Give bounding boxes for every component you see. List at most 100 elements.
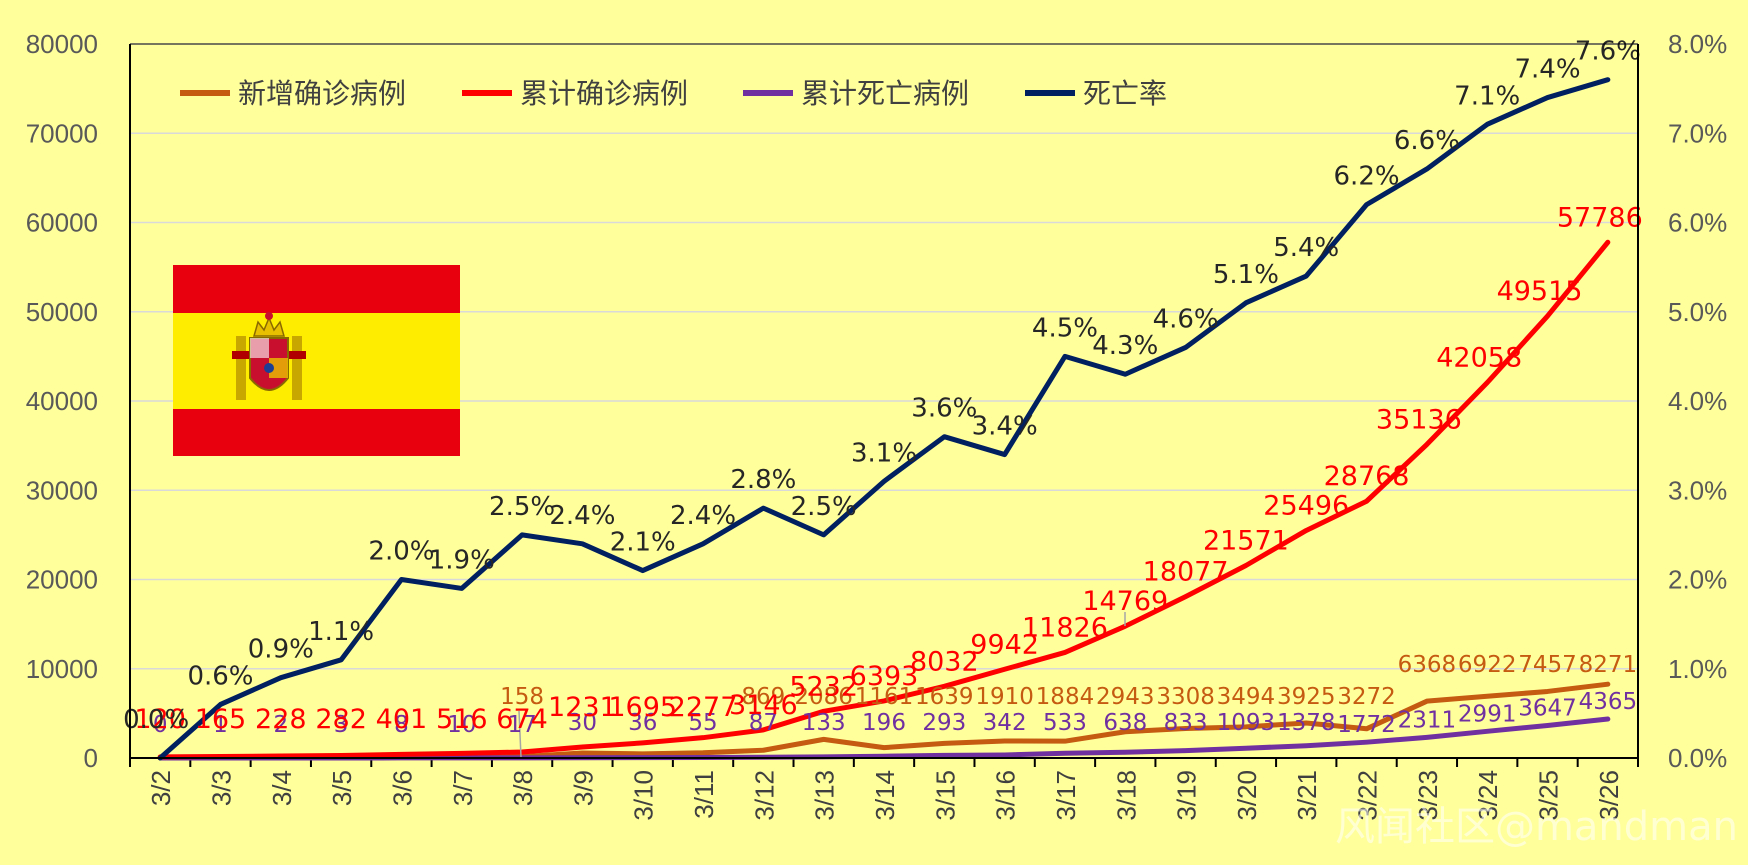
data-label: 2.4%	[670, 501, 736, 531]
data-label: 3.1%	[851, 438, 917, 468]
data-label: 0.9%	[248, 635, 314, 665]
data-label: 18077	[1143, 557, 1229, 588]
data-label: 5.4%	[1273, 233, 1339, 263]
data-label: 6922	[1458, 652, 1517, 678]
legend-item: 累计死亡病例	[743, 77, 969, 110]
data-label: 2.0%	[368, 537, 434, 567]
data-label: 6.2%	[1334, 162, 1400, 192]
left-tick-label: 10000	[26, 654, 98, 684]
legend-item: 死亡率	[1025, 77, 1167, 110]
data-label: 3308	[1156, 684, 1215, 710]
data-label: 10	[447, 712, 476, 738]
x-tick-label: 3/20	[1232, 770, 1262, 821]
data-label: 133	[802, 710, 846, 736]
data-label: 11826	[1022, 612, 1108, 643]
data-label: 7.6%	[1575, 37, 1641, 67]
data-label: 158	[500, 684, 544, 710]
data-label: 2991	[1458, 701, 1517, 727]
data-label: 36	[628, 710, 657, 736]
data-label: 6393	[850, 661, 919, 692]
right-tick-label: 2.0%	[1668, 565, 1727, 595]
data-label: 533	[1043, 710, 1087, 736]
x-axis-ticks: 3/2 3/3 3/4 3/5 3/6 3/7 3/8 3/9 3/10 3/11 3/12 3/13…	[129, 758, 1639, 821]
left-tick-label: 20000	[26, 565, 98, 595]
left-tick-label: 30000	[26, 475, 98, 505]
right-tick-label: 6.0%	[1668, 208, 1727, 238]
data-label: 869	[741, 684, 785, 710]
data-label: 833	[1164, 710, 1208, 736]
x-tick-label: 3/22	[1353, 770, 1383, 821]
left-tick-label: 60000	[26, 208, 98, 238]
data-label: 1093	[1217, 710, 1276, 736]
data-label: 8	[394, 712, 409, 738]
legend-label: 死亡率	[1083, 77, 1167, 110]
data-label: 293	[922, 710, 966, 736]
x-tick-label: 3/3	[206, 770, 236, 806]
data-label: 2311	[1398, 707, 1457, 733]
series-line	[157, 239, 1611, 760]
left-tick-label: 70000	[26, 118, 98, 148]
x-tick-label: 3/23	[1413, 770, 1443, 821]
x-tick-label: 3/13	[810, 770, 840, 821]
data-label: 2277	[669, 692, 738, 723]
data-label: 2.8%	[730, 465, 796, 495]
data-label: 1639	[915, 684, 974, 710]
data-label: 1910	[975, 684, 1034, 710]
data-label: 0	[153, 712, 168, 738]
series-line	[157, 77, 1611, 761]
data-label: 1	[213, 712, 228, 738]
left-tick-label: 0	[84, 743, 98, 773]
legend: 新增确诊病例 累计确诊病例 累计死亡病例 死亡率	[180, 77, 1167, 110]
data-label: 14769	[1082, 586, 1168, 617]
data-label: 165	[195, 704, 247, 735]
x-tick-label: 3/25	[1534, 770, 1564, 821]
legend-label: 累计死亡病例	[801, 77, 969, 110]
data-label: 282	[315, 704, 367, 735]
data-label: 55	[688, 710, 717, 736]
data-label: 8032	[910, 646, 979, 677]
x-tick-label: 3/11	[689, 770, 719, 819]
x-tick-label: 3/18	[1111, 770, 1141, 821]
data-label: 3925	[1277, 684, 1336, 710]
data-label: 4.3%	[1092, 331, 1158, 361]
x-tick-label: 3/5	[327, 770, 357, 806]
series-lines	[157, 77, 1611, 761]
x-tick-label: 3/16	[991, 770, 1021, 821]
data-label: 28768	[1324, 461, 1410, 492]
data-label: 2943	[1096, 684, 1155, 710]
data-label: 0.6%	[187, 661, 253, 691]
data-label: 1695	[608, 692, 677, 723]
left-axis-ticks: 0 10000 20000 30000 40000 50000 60000 70000 8000…	[26, 29, 98, 773]
data-label: 7.1%	[1454, 81, 1520, 111]
data-label: 342	[983, 710, 1027, 736]
right-tick-label: 3.0%	[1668, 475, 1727, 505]
right-axis-ticks: 0.0% 1.0% 2.0% 3.0% 4.0% 5.0% 6.0% 7.0% 8.0%	[1668, 29, 1727, 773]
data-label: 7457	[1518, 652, 1577, 678]
watermark-text: 风闻社区@mandman	[1335, 804, 1738, 850]
data-label: 1772	[1337, 712, 1396, 738]
data-label: 1378	[1277, 710, 1336, 736]
x-tick-label: 3/26	[1594, 770, 1624, 821]
data-label: 21571	[1203, 525, 1289, 556]
data-label-leader	[518, 710, 522, 758]
data-label: 2.4%	[549, 501, 615, 531]
data-label: 4.6%	[1153, 304, 1219, 334]
data-label: 1884	[1036, 684, 1095, 710]
data-label: 1161	[855, 684, 914, 710]
x-tick-label: 3/10	[629, 770, 659, 821]
x-tick-label: 3/6	[387, 770, 417, 806]
data-label: 57786	[1557, 202, 1643, 233]
data-label: 3494	[1217, 684, 1276, 710]
axes	[129, 43, 1639, 759]
data-label: 3	[334, 712, 349, 738]
x-tick-label: 3/8	[508, 770, 538, 806]
x-tick-label: 3/7	[448, 770, 478, 806]
data-label: 1231	[548, 692, 617, 723]
data-label: 2.1%	[610, 528, 676, 558]
data-label: 5232	[789, 671, 858, 702]
legend-item: 新增确诊病例	[180, 77, 406, 110]
data-label: 17	[507, 712, 536, 738]
data-label: 42058	[1436, 343, 1522, 374]
right-tick-label: 8.0%	[1668, 29, 1727, 59]
